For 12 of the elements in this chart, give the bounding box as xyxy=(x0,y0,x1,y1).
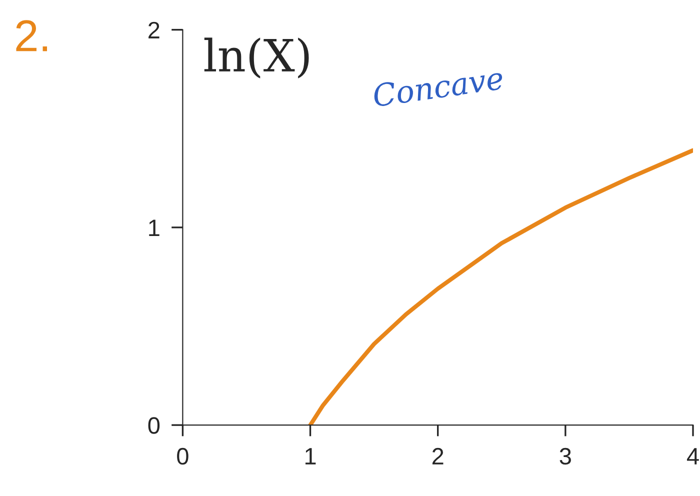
line-series xyxy=(308,148,693,426)
y-tick-label: 2 xyxy=(148,22,160,38)
text: 2. xyxy=(16,20,48,52)
x-tick-label: 3 xyxy=(560,448,571,465)
y-tick-label: 0 xyxy=(148,417,160,434)
annotation: Concave xyxy=(372,66,504,108)
chart-title: ln(X) xyxy=(204,38,309,78)
x-tick-label: 2 xyxy=(432,448,444,464)
x-tick-label: 4 xyxy=(686,448,699,464)
x-tick-label: 0 xyxy=(177,448,188,465)
x-tick-label: 1 xyxy=(306,448,316,464)
y-tick-label: 1 xyxy=(149,220,160,236)
